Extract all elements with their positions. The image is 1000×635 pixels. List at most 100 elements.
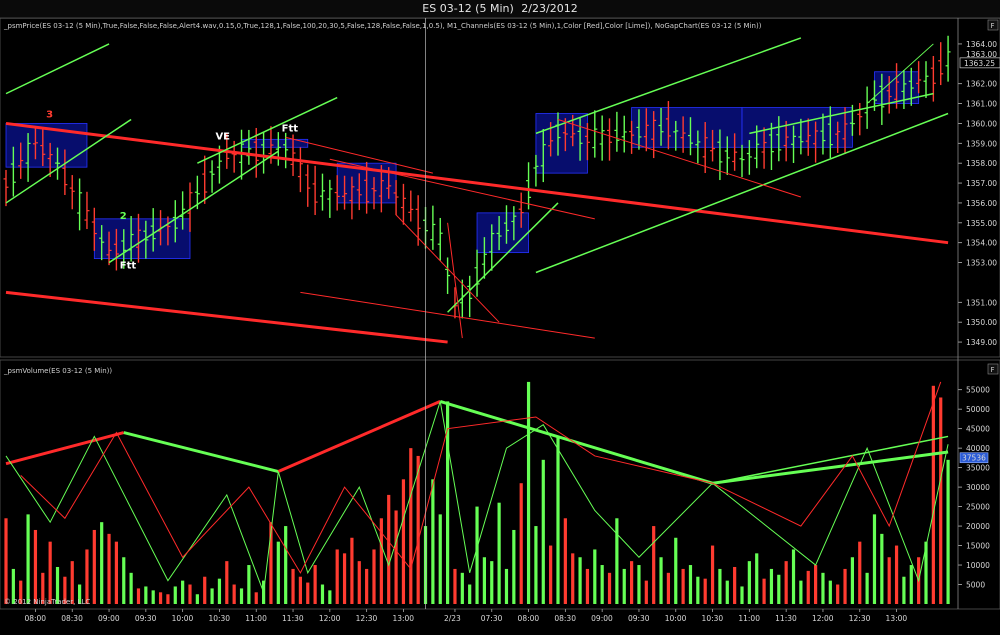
last-price-marker — [959, 57, 1000, 69]
volume-bar — [556, 436, 560, 604]
price-tick-label: 1357.00 — [966, 179, 997, 188]
volume-bar — [600, 565, 604, 604]
volume-bar — [26, 514, 30, 604]
price-tick-label: 1358.00 — [966, 159, 997, 168]
volume-bar — [416, 455, 420, 604]
volume-bar — [78, 584, 82, 604]
volume-bar — [173, 586, 177, 604]
volume-bar — [887, 557, 891, 604]
volume-bar — [703, 578, 707, 604]
volume-bar — [232, 584, 236, 604]
price-annotation: VE — [215, 131, 230, 142]
volume-bar — [872, 514, 877, 604]
time-tick-label: 11:30 — [282, 614, 304, 623]
volume-bar — [607, 572, 612, 604]
price-panel-button[interactable]: F — [987, 19, 999, 31]
volume-bar — [409, 448, 413, 604]
volume-swing-line — [277, 400, 441, 473]
volume-bar — [681, 568, 685, 604]
volume-bar — [48, 541, 52, 604]
volume-bar — [836, 584, 840, 604]
volume-bar — [291, 568, 295, 604]
volume-bar — [357, 561, 361, 604]
volume-bar — [497, 502, 501, 604]
volume-bar — [688, 565, 693, 604]
volume-panel-frame — [0, 359, 1000, 610]
time-tick-label: 11:00 — [245, 614, 267, 623]
channel-line — [108, 150, 279, 264]
volume-bar — [747, 561, 751, 604]
title-bar: ES 03-12 (5 Min) 2/23/2012 — [0, 0, 1000, 19]
volume-bar — [4, 518, 8, 604]
volume-bar — [210, 588, 214, 604]
volume-bar — [320, 584, 325, 604]
volume-swing-line — [5, 431, 125, 466]
volume-bar — [151, 590, 155, 604]
volume-bar — [504, 568, 509, 604]
time-tick-label: 08:00 — [518, 614, 540, 623]
price-tick-label: 1355.00 — [966, 219, 997, 228]
time-tick-label: 12:00 — [812, 614, 834, 623]
volume-bar — [828, 580, 832, 604]
price-tick-label: 1362.00 — [966, 80, 997, 89]
volume-bar — [791, 549, 796, 604]
time-tick-label: 13:00 — [392, 614, 414, 623]
volume-bar — [431, 479, 435, 604]
price-tick-label: 1349.00 — [966, 338, 997, 347]
volume-bar — [674, 537, 678, 604]
volume-tick-label: 40000 — [966, 444, 990, 453]
time-tick-label: 09:30 — [628, 614, 650, 623]
svg-text:F: F — [991, 22, 995, 30]
volume-bar — [446, 401, 450, 604]
volume-tick-label: 35000 — [966, 464, 990, 473]
volume-tick-label: 15000 — [966, 542, 990, 551]
volume-bar — [755, 553, 759, 604]
time-tick-label: 08:30 — [554, 614, 576, 623]
time-axis: 08:00 08:30 09:00 09:30 10:00 10:30 11:00 11:30… — [24, 18, 959, 623]
volume-bar — [733, 566, 737, 604]
time-tick-label: 09:00 — [591, 614, 613, 623]
price-annotation: Ftt — [120, 261, 137, 272]
volume-bar — [946, 459, 950, 604]
volume-bar — [843, 568, 847, 604]
price-annotation: Ftt — [282, 123, 299, 134]
volume-bar — [644, 580, 648, 604]
volume-bar — [710, 545, 715, 604]
channel-line — [395, 214, 500, 323]
volume-bar — [725, 580, 729, 604]
price-panel[interactable]: 1349.00 1350.00 1351.00 1353.00 1354.00 1355.… — [0, 17, 1000, 358]
price-tick-label: 1359.00 — [966, 139, 997, 148]
volume-bar — [41, 572, 45, 604]
volume-bar — [850, 557, 854, 604]
time-tick-label: 09:30 — [135, 614, 157, 623]
volume-panel-button[interactable]: F — [987, 363, 999, 375]
channel-line — [447, 222, 463, 339]
price-tick-label: 1354.00 — [966, 239, 997, 248]
time-tick-label: 10:30 — [208, 614, 230, 623]
time-tick-label: 2/23 — [444, 614, 461, 623]
volume-bar — [284, 526, 288, 604]
volume-bar — [63, 576, 67, 604]
volume-bar — [865, 572, 869, 604]
price-panel-frame — [0, 17, 1000, 358]
volume-tick-label: 25000 — [966, 503, 990, 512]
volume-bar — [519, 483, 523, 604]
time-tick-label: 12:30 — [356, 614, 378, 623]
volume-tick-label: 5000 — [966, 581, 985, 590]
channel-line — [535, 37, 802, 135]
copyright-text: © 2012 NinjaTrader, LLC — [4, 598, 90, 606]
volume-bar — [365, 568, 369, 604]
volume-panel[interactable]: 5000 10000 15000 20000 25000 30000 35000 40000 4… — [0, 359, 1000, 610]
channel-line — [447, 202, 559, 313]
volume-bar — [114, 541, 118, 604]
volume-bar — [85, 549, 89, 604]
window-title: ES 03-12 (5 Min) 2/23/2012 — [0, 2, 1000, 15]
volume-bar — [247, 565, 251, 604]
volume-bar — [541, 459, 545, 604]
volume-bar — [195, 594, 199, 604]
time-tick-label: 12:00 — [319, 614, 341, 623]
volume-bar — [269, 522, 273, 604]
time-tick-label: 10:00 — [172, 614, 194, 623]
volume-bar — [622, 568, 626, 604]
